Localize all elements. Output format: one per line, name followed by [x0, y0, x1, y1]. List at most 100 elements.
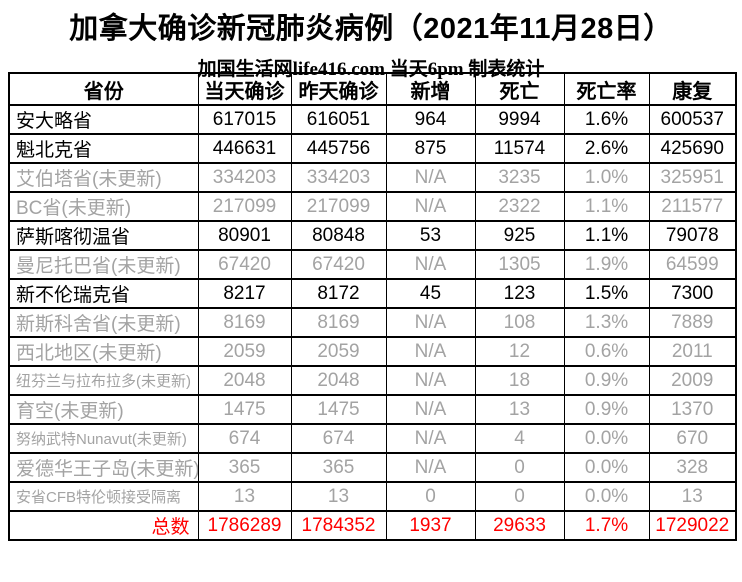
cell-new-cases: N/A — [385, 191, 476, 222]
cell-death-rate: 0.6% — [563, 336, 650, 367]
cell-deaths: 1305 — [474, 249, 565, 280]
cell-recovered: 7300 — [648, 278, 737, 309]
cell-province: 曼尼托巴省(未更新) — [8, 249, 199, 280]
cell-recovered: 64599 — [648, 249, 737, 280]
cell-today-confirmed: 334203 — [197, 162, 292, 193]
cell-deaths: 3235 — [474, 162, 565, 193]
cell-recovered: 2011 — [648, 336, 737, 367]
cell-recovered: 79078 — [648, 220, 737, 251]
cell-new-cases: N/A — [385, 394, 476, 425]
table-row: 萨斯喀彻温省 80901 80848 53 925 1.1% 79078 — [8, 220, 737, 251]
table-header-row: 省份 当天确诊 昨天确诊 新增 死亡 死亡率 康复 — [8, 72, 737, 106]
cell-today-confirmed: 217099 — [197, 191, 292, 222]
cell-province: 爱德华王子岛(未更新) — [8, 452, 199, 483]
total-recovered: 1729022 — [648, 510, 737, 541]
cell-yesterday-confirmed: 365 — [290, 452, 387, 483]
column-header-death-rate: 死亡率 — [563, 72, 650, 106]
cell-deaths: 12 — [474, 336, 565, 367]
cell-today-confirmed: 674 — [197, 423, 292, 454]
table-row: 纽芬兰与拉布拉多(未更新) 2048 2048 N/A 18 0.9% 2009 — [8, 365, 737, 396]
cell-new-cases: N/A — [385, 452, 476, 483]
cell-death-rate: 1.1% — [563, 220, 650, 251]
cell-yesterday-confirmed: 2059 — [290, 336, 387, 367]
cell-deaths: 11574 — [474, 133, 565, 164]
cell-today-confirmed: 8217 — [197, 278, 292, 309]
cell-deaths: 108 — [474, 307, 565, 338]
table-row: 努纳武特Nunavut(未更新) 674 674 N/A 4 0.0% 670 — [8, 423, 737, 454]
cell-death-rate: 1.3% — [563, 307, 650, 338]
cell-today-confirmed: 2059 — [197, 336, 292, 367]
cell-today-confirmed: 1475 — [197, 394, 292, 425]
table-row: 安省CFB特伦顿接受隔离 13 13 0 0 0.0% 13 — [8, 481, 737, 512]
total-today-confirmed: 1786289 — [197, 510, 292, 541]
cell-today-confirmed: 67420 — [197, 249, 292, 280]
total-yesterday-confirmed: 1784352 — [290, 510, 387, 541]
cell-yesterday-confirmed: 2048 — [290, 365, 387, 396]
cell-yesterday-confirmed: 445756 — [290, 133, 387, 164]
table-row: 曼尼托巴省(未更新) 67420 67420 N/A 1305 1.9% 645… — [8, 249, 737, 280]
cell-province: 纽芬兰与拉布拉多(未更新) — [8, 365, 199, 396]
cell-deaths: 2322 — [474, 191, 565, 222]
cell-new-cases: N/A — [385, 336, 476, 367]
cell-death-rate: 1.9% — [563, 249, 650, 280]
column-header-new-cases: 新增 — [385, 72, 476, 106]
cell-province: 努纳武特Nunavut(未更新) — [8, 423, 199, 454]
cell-province: 新不伦瑞克省 — [8, 278, 199, 309]
cell-death-rate: 0.0% — [563, 481, 650, 512]
table-row: 新斯科舍省(未更新) 8169 8169 N/A 108 1.3% 7889 — [8, 307, 737, 338]
cell-new-cases: N/A — [385, 249, 476, 280]
cell-yesterday-confirmed: 616051 — [290, 104, 387, 135]
table-row: 育空(未更新) 1475 1475 N/A 13 0.9% 1370 — [8, 394, 737, 425]
cell-recovered: 425690 — [648, 133, 737, 164]
cell-province: 安大略省 — [8, 104, 199, 135]
total-deaths: 29633 — [474, 510, 565, 541]
table-row: 艾伯塔省(未更新) 334203 334203 N/A 3235 1.0% 32… — [8, 162, 737, 193]
table-row: 新不伦瑞克省 8217 8172 45 123 1.5% 7300 — [8, 278, 737, 309]
cell-yesterday-confirmed: 67420 — [290, 249, 387, 280]
page-title: 加拿大确诊新冠肺炎病例（2021年11月28日） — [69, 13, 673, 45]
column-header-yesterday-confirmed: 昨天确诊 — [290, 72, 387, 106]
cell-new-cases: 875 — [385, 133, 476, 164]
cell-new-cases: 964 — [385, 104, 476, 135]
cell-deaths: 0 — [474, 452, 565, 483]
cell-yesterday-confirmed: 334203 — [290, 162, 387, 193]
cell-yesterday-confirmed: 8169 — [290, 307, 387, 338]
cell-province: 安省CFB特伦顿接受隔离 — [8, 481, 199, 512]
table-row: 爱德华王子岛(未更新) 365 365 N/A 0 0.0% 328 — [8, 452, 737, 483]
cell-recovered: 600537 — [648, 104, 737, 135]
cell-today-confirmed: 8169 — [197, 307, 292, 338]
cell-province: 魁北克省 — [8, 133, 199, 164]
cell-yesterday-confirmed: 674 — [290, 423, 387, 454]
cell-recovered: 1370 — [648, 394, 737, 425]
cell-deaths: 13 — [474, 394, 565, 425]
total-new-cases: 1937 — [385, 510, 476, 541]
table-row: BC省(未更新) 217099 217099 N/A 2322 1.1% 211… — [8, 191, 737, 222]
cell-deaths: 0 — [474, 481, 565, 512]
total-death-rate: 1.7% — [563, 510, 650, 541]
cell-new-cases: N/A — [385, 365, 476, 396]
cell-today-confirmed: 446631 — [197, 133, 292, 164]
cell-death-rate: 0.9% — [563, 394, 650, 425]
table-row: 魁北克省 446631 445756 875 11574 2.6% 425690 — [8, 133, 737, 164]
cell-recovered: 2009 — [648, 365, 737, 396]
column-header-province: 省份 — [8, 72, 199, 106]
total-label: 总数 — [8, 510, 199, 541]
cell-new-cases: 45 — [385, 278, 476, 309]
cell-recovered: 211577 — [648, 191, 737, 222]
cell-yesterday-confirmed: 1475 — [290, 394, 387, 425]
cell-new-cases: N/A — [385, 162, 476, 193]
cell-deaths: 123 — [474, 278, 565, 309]
cell-deaths: 4 — [474, 423, 565, 454]
cell-province: BC省(未更新) — [8, 191, 199, 222]
cell-today-confirmed: 2048 — [197, 365, 292, 396]
covid-stats-table: 省份 当天确诊 昨天确诊 新增 死亡 死亡率 康复 安大略省 617015 61… — [8, 72, 737, 541]
cell-today-confirmed: 80901 — [197, 220, 292, 251]
cell-deaths: 18 — [474, 365, 565, 396]
cell-yesterday-confirmed: 80848 — [290, 220, 387, 251]
table-total-row: 总数 1786289 1784352 1937 29633 1.7% 17290… — [8, 510, 737, 541]
cell-recovered: 7889 — [648, 307, 737, 338]
cell-death-rate: 0.9% — [563, 365, 650, 396]
cell-death-rate: 0.0% — [563, 423, 650, 454]
cell-new-cases: N/A — [385, 423, 476, 454]
